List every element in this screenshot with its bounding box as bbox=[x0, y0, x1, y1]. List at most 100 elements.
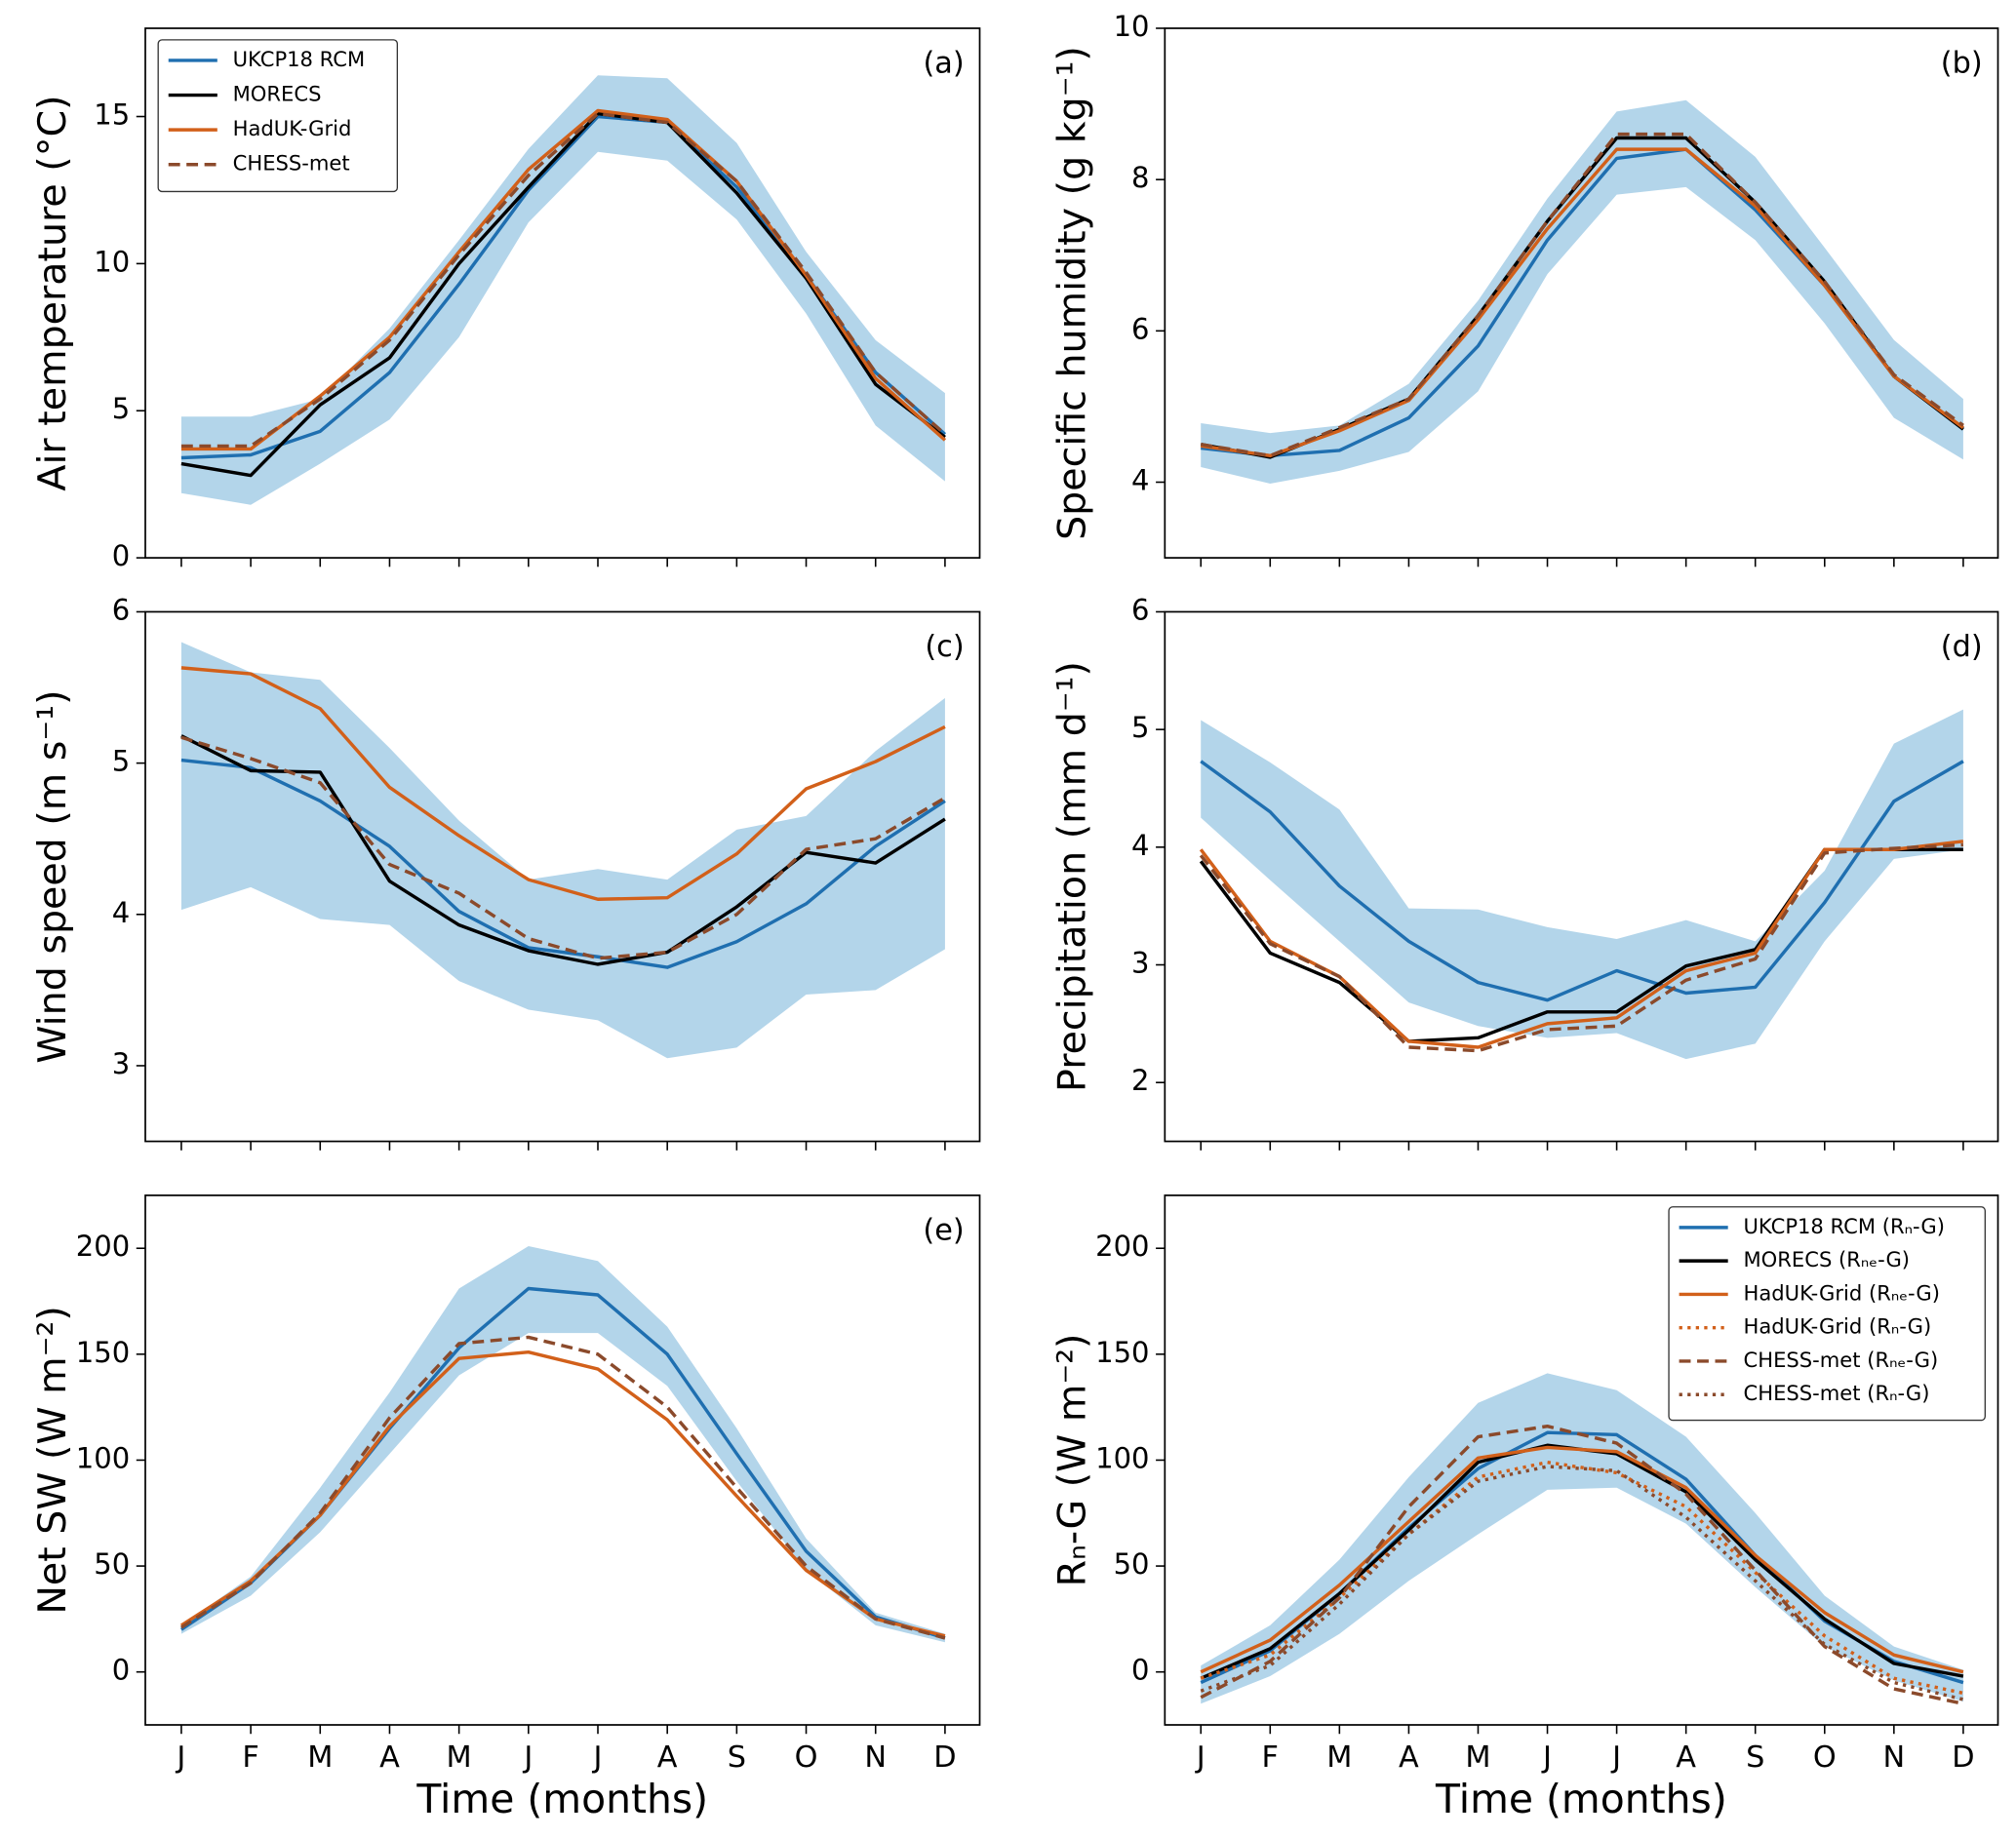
y-tick-label: 8 bbox=[1131, 161, 1149, 194]
legend-label: MORECS bbox=[233, 82, 322, 106]
series-line bbox=[180, 734, 946, 966]
legend-label: UKCP18 RCM bbox=[233, 47, 366, 71]
y-tick-label: 50 bbox=[94, 1547, 130, 1581]
plot-frame bbox=[144, 610, 981, 1143]
panel: 2 3 4 5 6 Precipitation (mm d⁻¹) (d) bbox=[1050, 593, 1999, 1151]
y-axis-label: Air temperature (°C) bbox=[30, 95, 75, 490]
y-tick-label: 200 bbox=[1095, 1230, 1149, 1263]
series-line bbox=[1200, 132, 1964, 458]
plot-frame bbox=[1164, 27, 1999, 559]
y-tick-label: 6 bbox=[112, 593, 130, 626]
y-axis-label: Wind speed (m s⁻¹) bbox=[30, 689, 75, 1063]
x-axis-label: Time (months) bbox=[1435, 1776, 1727, 1822]
range-band bbox=[1201, 99, 1963, 485]
legend-label: HadUK-Grid bbox=[233, 116, 352, 140]
x-tick-label: M bbox=[1326, 1740, 1352, 1775]
x-tick-label: A bbox=[1399, 1740, 1419, 1775]
panel: 3 4 5 6 Wind speed (m s⁻¹) (c) bbox=[30, 593, 981, 1151]
x-tick-label: J bbox=[522, 1740, 533, 1775]
x-tick-label: S bbox=[1746, 1740, 1764, 1775]
legend-label: HadUK-Grid (Rₙ-G) bbox=[1744, 1314, 1932, 1339]
x-tick-label: A bbox=[657, 1740, 678, 1775]
y-tick-label: 15 bbox=[94, 98, 130, 132]
panel-label: (b) bbox=[1941, 46, 1983, 80]
series-line bbox=[179, 1349, 946, 1638]
x-tick-label: F bbox=[242, 1740, 258, 1775]
y-tick-label: 100 bbox=[1095, 1441, 1149, 1474]
y-tick-label: 10 bbox=[1114, 10, 1150, 43]
series-line bbox=[1200, 1445, 1964, 1674]
series-line bbox=[180, 108, 947, 451]
x-tick-label: J bbox=[175, 1740, 185, 1775]
y-tick-label: 0 bbox=[1131, 1654, 1149, 1687]
y-tick-label: 3 bbox=[112, 1047, 130, 1080]
panel-label: (c) bbox=[925, 630, 964, 664]
series-line bbox=[180, 758, 946, 969]
y-tick-label: 4 bbox=[1131, 829, 1149, 862]
y-tick-label: 150 bbox=[1095, 1336, 1149, 1369]
series-line bbox=[180, 111, 947, 449]
y-tick-label: 5 bbox=[112, 745, 130, 778]
x-tick-label: O bbox=[795, 1740, 818, 1775]
series-line bbox=[1200, 147, 1964, 458]
x-tick-label: A bbox=[1676, 1740, 1696, 1775]
x-tick-label: D bbox=[933, 1740, 956, 1775]
y-axis-label: Precipitation (mm d⁻¹) bbox=[1050, 661, 1095, 1092]
range-band bbox=[180, 1246, 945, 1643]
legend-frame bbox=[157, 39, 399, 193]
y-tick-label: 3 bbox=[1131, 947, 1149, 980]
x-tick-label: M bbox=[447, 1740, 472, 1775]
range-band bbox=[1201, 709, 1963, 1060]
series-line bbox=[1200, 760, 1964, 1002]
x-tick-label: D bbox=[1952, 1740, 1974, 1775]
y-tick-label: 10 bbox=[94, 245, 130, 278]
panel: 0 50 100 150 200 J F M A M J J A S O N D Time (months) Rₙ-… bbox=[1050, 1194, 1999, 1822]
legend-label: MORECS (Rₙₑ-G) bbox=[1744, 1247, 1911, 1271]
series-line bbox=[179, 1335, 946, 1640]
x-tick-label: O bbox=[1813, 1740, 1837, 1775]
legend-frame bbox=[1668, 1206, 1986, 1422]
panel-label: (d) bbox=[1941, 630, 1983, 664]
series-line bbox=[180, 666, 946, 901]
panel-label: (a) bbox=[923, 46, 964, 80]
series-line bbox=[180, 735, 946, 960]
y-tick-label: 100 bbox=[76, 1441, 130, 1474]
x-tick-label: J bbox=[1195, 1740, 1206, 1775]
y-tick-label: 5 bbox=[1131, 711, 1149, 744]
plot-frame bbox=[1164, 610, 1999, 1143]
series-line bbox=[1200, 1465, 1964, 1701]
panel: 0 50 100 150 200 J F M A M J J A S O N D Time (months) Net… bbox=[30, 1194, 981, 1822]
x-tick-label: J bbox=[592, 1740, 603, 1775]
y-axis-label: Rₙ-G (W m⁻²) bbox=[1050, 1334, 1095, 1587]
y-tick-label: 4 bbox=[112, 896, 130, 929]
y-tick-label: 5 bbox=[112, 392, 130, 425]
legend-label: HadUK-Grid (Rₙₑ-G) bbox=[1744, 1280, 1941, 1305]
legend-label: UKCP18 RCM (Rₙ-G) bbox=[1744, 1214, 1945, 1238]
series-line bbox=[180, 111, 946, 478]
y-tick-label: 4 bbox=[1131, 464, 1149, 497]
y-tick-label: 0 bbox=[112, 539, 130, 572]
series-line bbox=[1199, 840, 1964, 1049]
y-axis-label: Net SW (W m⁻²) bbox=[30, 1306, 75, 1614]
plot-frame bbox=[144, 27, 981, 559]
x-tick-label: N bbox=[1883, 1740, 1906, 1775]
range-band bbox=[180, 642, 945, 1059]
panel-label: (e) bbox=[923, 1213, 964, 1247]
y-tick-label: 50 bbox=[1114, 1547, 1150, 1581]
legend-label: CHESS-met (Rₙ-G) bbox=[1744, 1381, 1930, 1405]
x-tick-label: F bbox=[1262, 1740, 1279, 1775]
series-line bbox=[1199, 842, 1963, 1053]
x-tick-label: A bbox=[379, 1740, 400, 1775]
range-band bbox=[180, 75, 945, 505]
panel: 0 5 10 15 Air temperature (°C) (a) UKCP18 RCM M… bbox=[30, 27, 981, 572]
y-tick-label: 200 bbox=[76, 1230, 130, 1263]
panel: 4 6 8 10 Specific humidity (g kg⁻¹) (b) bbox=[1050, 10, 1999, 567]
series-line bbox=[1200, 1424, 1964, 1705]
legend-label: CHESS-met bbox=[233, 151, 350, 176]
y-tick-label: 0 bbox=[112, 1654, 130, 1687]
y-tick-label: 2 bbox=[1131, 1064, 1149, 1097]
legend: UKCP18 RCM (Rₙ-G) MORECS (Rₙₑ-G) HadUK-Gri… bbox=[1668, 1206, 1986, 1422]
x-axis-label: Time (months) bbox=[415, 1776, 708, 1822]
